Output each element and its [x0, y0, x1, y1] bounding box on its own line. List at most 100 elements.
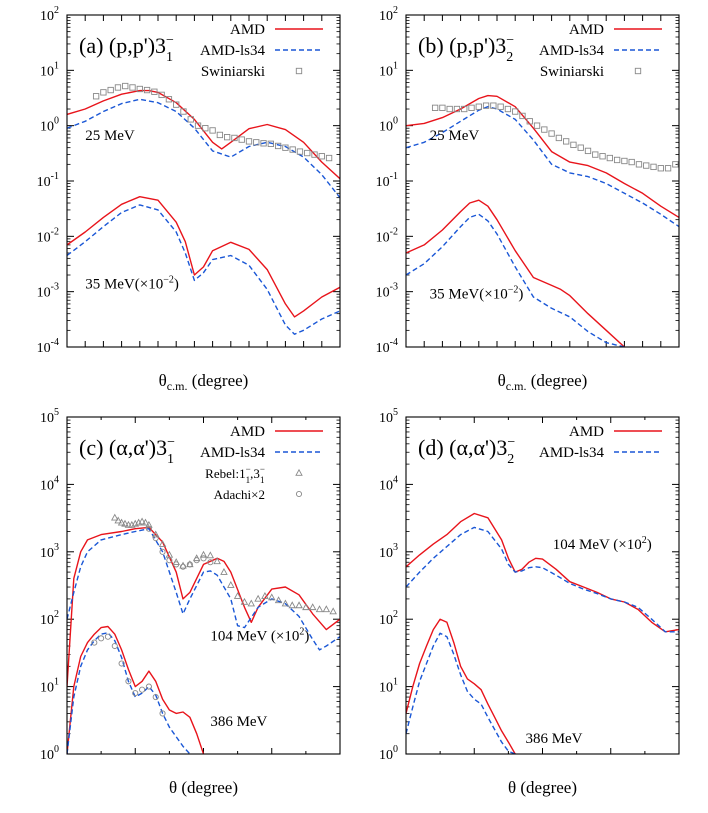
data-point-square — [165, 96, 173, 103]
data-point-triangle — [247, 599, 256, 607]
data-point-circle — [139, 686, 146, 693]
legend-text: Swiniarski — [540, 64, 604, 80]
y-tick-exp: 1 — [393, 60, 398, 71]
curve-annotation: 25 MeV — [85, 128, 135, 144]
data-point-square — [643, 162, 650, 169]
x-axis-label-main: θ — [159, 371, 167, 390]
data-point-square — [461, 105, 468, 113]
series-line-ls34 — [406, 526, 679, 633]
legend-text: Swiniarski — [201, 64, 265, 80]
legend-text: AMD-ls34 — [539, 445, 605, 461]
y-tick-base: 10 — [40, 681, 54, 696]
data-point-square — [533, 122, 541, 129]
data-point-square — [606, 154, 613, 162]
y-tick-base: 10 — [379, 64, 393, 79]
data-point-square — [613, 156, 621, 164]
legend-text: AMD — [230, 424, 265, 440]
data-point-square — [325, 154, 333, 162]
x-axis-label-tail: (degree) — [187, 371, 248, 390]
data-point-triangle — [220, 567, 228, 575]
y-tick-label: 10-1 — [37, 171, 59, 190]
data-point-square — [209, 127, 216, 134]
y-tick-label: 10-4 — [37, 337, 59, 356]
y-tick-exp: -1 — [51, 171, 59, 182]
legend-text: AMD — [569, 22, 604, 38]
annotation-sup: −2 — [163, 274, 174, 285]
x-axis-label-tail: (degree) — [526, 371, 587, 390]
series-line-amd — [406, 199, 625, 347]
data-point-square — [504, 105, 512, 113]
panel-label-sub: 2 — [507, 452, 514, 467]
panel-label-sup: − — [167, 435, 175, 450]
data-point-square — [158, 91, 165, 99]
plot-area — [406, 512, 679, 754]
series-line-ls34 — [406, 632, 516, 754]
y-tick-base: 10 — [40, 478, 54, 493]
data-point-square — [431, 104, 439, 111]
y-tick-exp: 2 — [393, 5, 398, 16]
data-point-circle — [159, 710, 166, 717]
data-point-triangle — [138, 517, 146, 525]
panel-label: (b) (p,p')3− 2 — [418, 33, 514, 65]
x-axis-label-tail: (degree) — [177, 778, 238, 797]
y-tick-label: 101 — [379, 60, 398, 79]
y-tick-exp: 1 — [393, 677, 398, 688]
y-tick-base: 10 — [376, 286, 390, 301]
y-tick-label: 10-1 — [376, 171, 398, 190]
x-axis-label-sub: c.m. — [167, 379, 188, 393]
legend-marker-circle — [295, 490, 303, 498]
data-point-square — [100, 89, 107, 96]
curve-annotation: 104 MeV (×102) — [553, 535, 652, 553]
series-line-amd — [67, 625, 205, 754]
y-tick-base: 10 — [379, 9, 393, 24]
y-tick-exp: -2 — [51, 226, 59, 237]
data-point-square — [304, 149, 311, 157]
data-point-triangle — [117, 518, 126, 526]
x-axis-label: θc.m. (degree) — [159, 371, 249, 393]
data-point-square — [129, 84, 136, 91]
y-tick-exp: 3 — [54, 542, 59, 553]
data-point-triangle — [151, 530, 160, 538]
series-line-ls34 — [67, 204, 340, 335]
data-point-triangle — [288, 601, 296, 609]
data-point-circle — [152, 693, 159, 701]
data-point-square — [231, 134, 238, 142]
data-point-triangle — [274, 596, 283, 604]
y-tick-label: 102 — [379, 5, 398, 24]
y-tick-exp: 1 — [54, 60, 59, 71]
data-point-triangle — [295, 601, 303, 609]
y-tick-label: 105 — [379, 407, 398, 426]
data-point-circle — [200, 555, 207, 562]
data-point-triangle — [329, 607, 337, 615]
legend-label: AMD — [230, 22, 265, 38]
y-tick-exp: -4 — [51, 337, 59, 348]
y-tick-label: 101 — [40, 677, 59, 696]
y-tick-label: 100 — [40, 744, 59, 763]
data-point-square — [570, 141, 577, 149]
y-tick-exp: 4 — [393, 474, 398, 485]
curve-annotation: 35 MeV(×10−2) — [85, 274, 179, 292]
y-tick-label: 103 — [40, 542, 59, 561]
annotation-text: 104 MeV (×10 — [210, 629, 299, 645]
x-axis-label-main: θ — [508, 778, 516, 797]
panel-label: (c) (α,α')3− 1 — [79, 435, 175, 467]
y-tick-label: 100 — [379, 744, 398, 763]
annotation-tail: ) — [174, 276, 179, 292]
plot-frame — [405, 14, 680, 348]
data-point-square — [122, 82, 129, 90]
legend-label: AMD — [230, 424, 265, 440]
data-point-triangle — [114, 516, 122, 524]
data-point-square — [282, 144, 289, 151]
curve-annotation: 386 MeV — [210, 714, 267, 730]
data-point-triangle — [302, 603, 310, 611]
data-point-square — [224, 134, 231, 141]
legend-label: AMD — [569, 22, 604, 38]
y-tick-exp: 0 — [393, 116, 398, 127]
data-point-square — [216, 131, 224, 139]
y-tick-base: 10 — [376, 230, 390, 245]
data-point-square — [107, 86, 114, 94]
data-point-square — [318, 153, 325, 160]
y-tick-exp: 2 — [54, 5, 59, 16]
y-tick-label: 102 — [379, 609, 398, 628]
